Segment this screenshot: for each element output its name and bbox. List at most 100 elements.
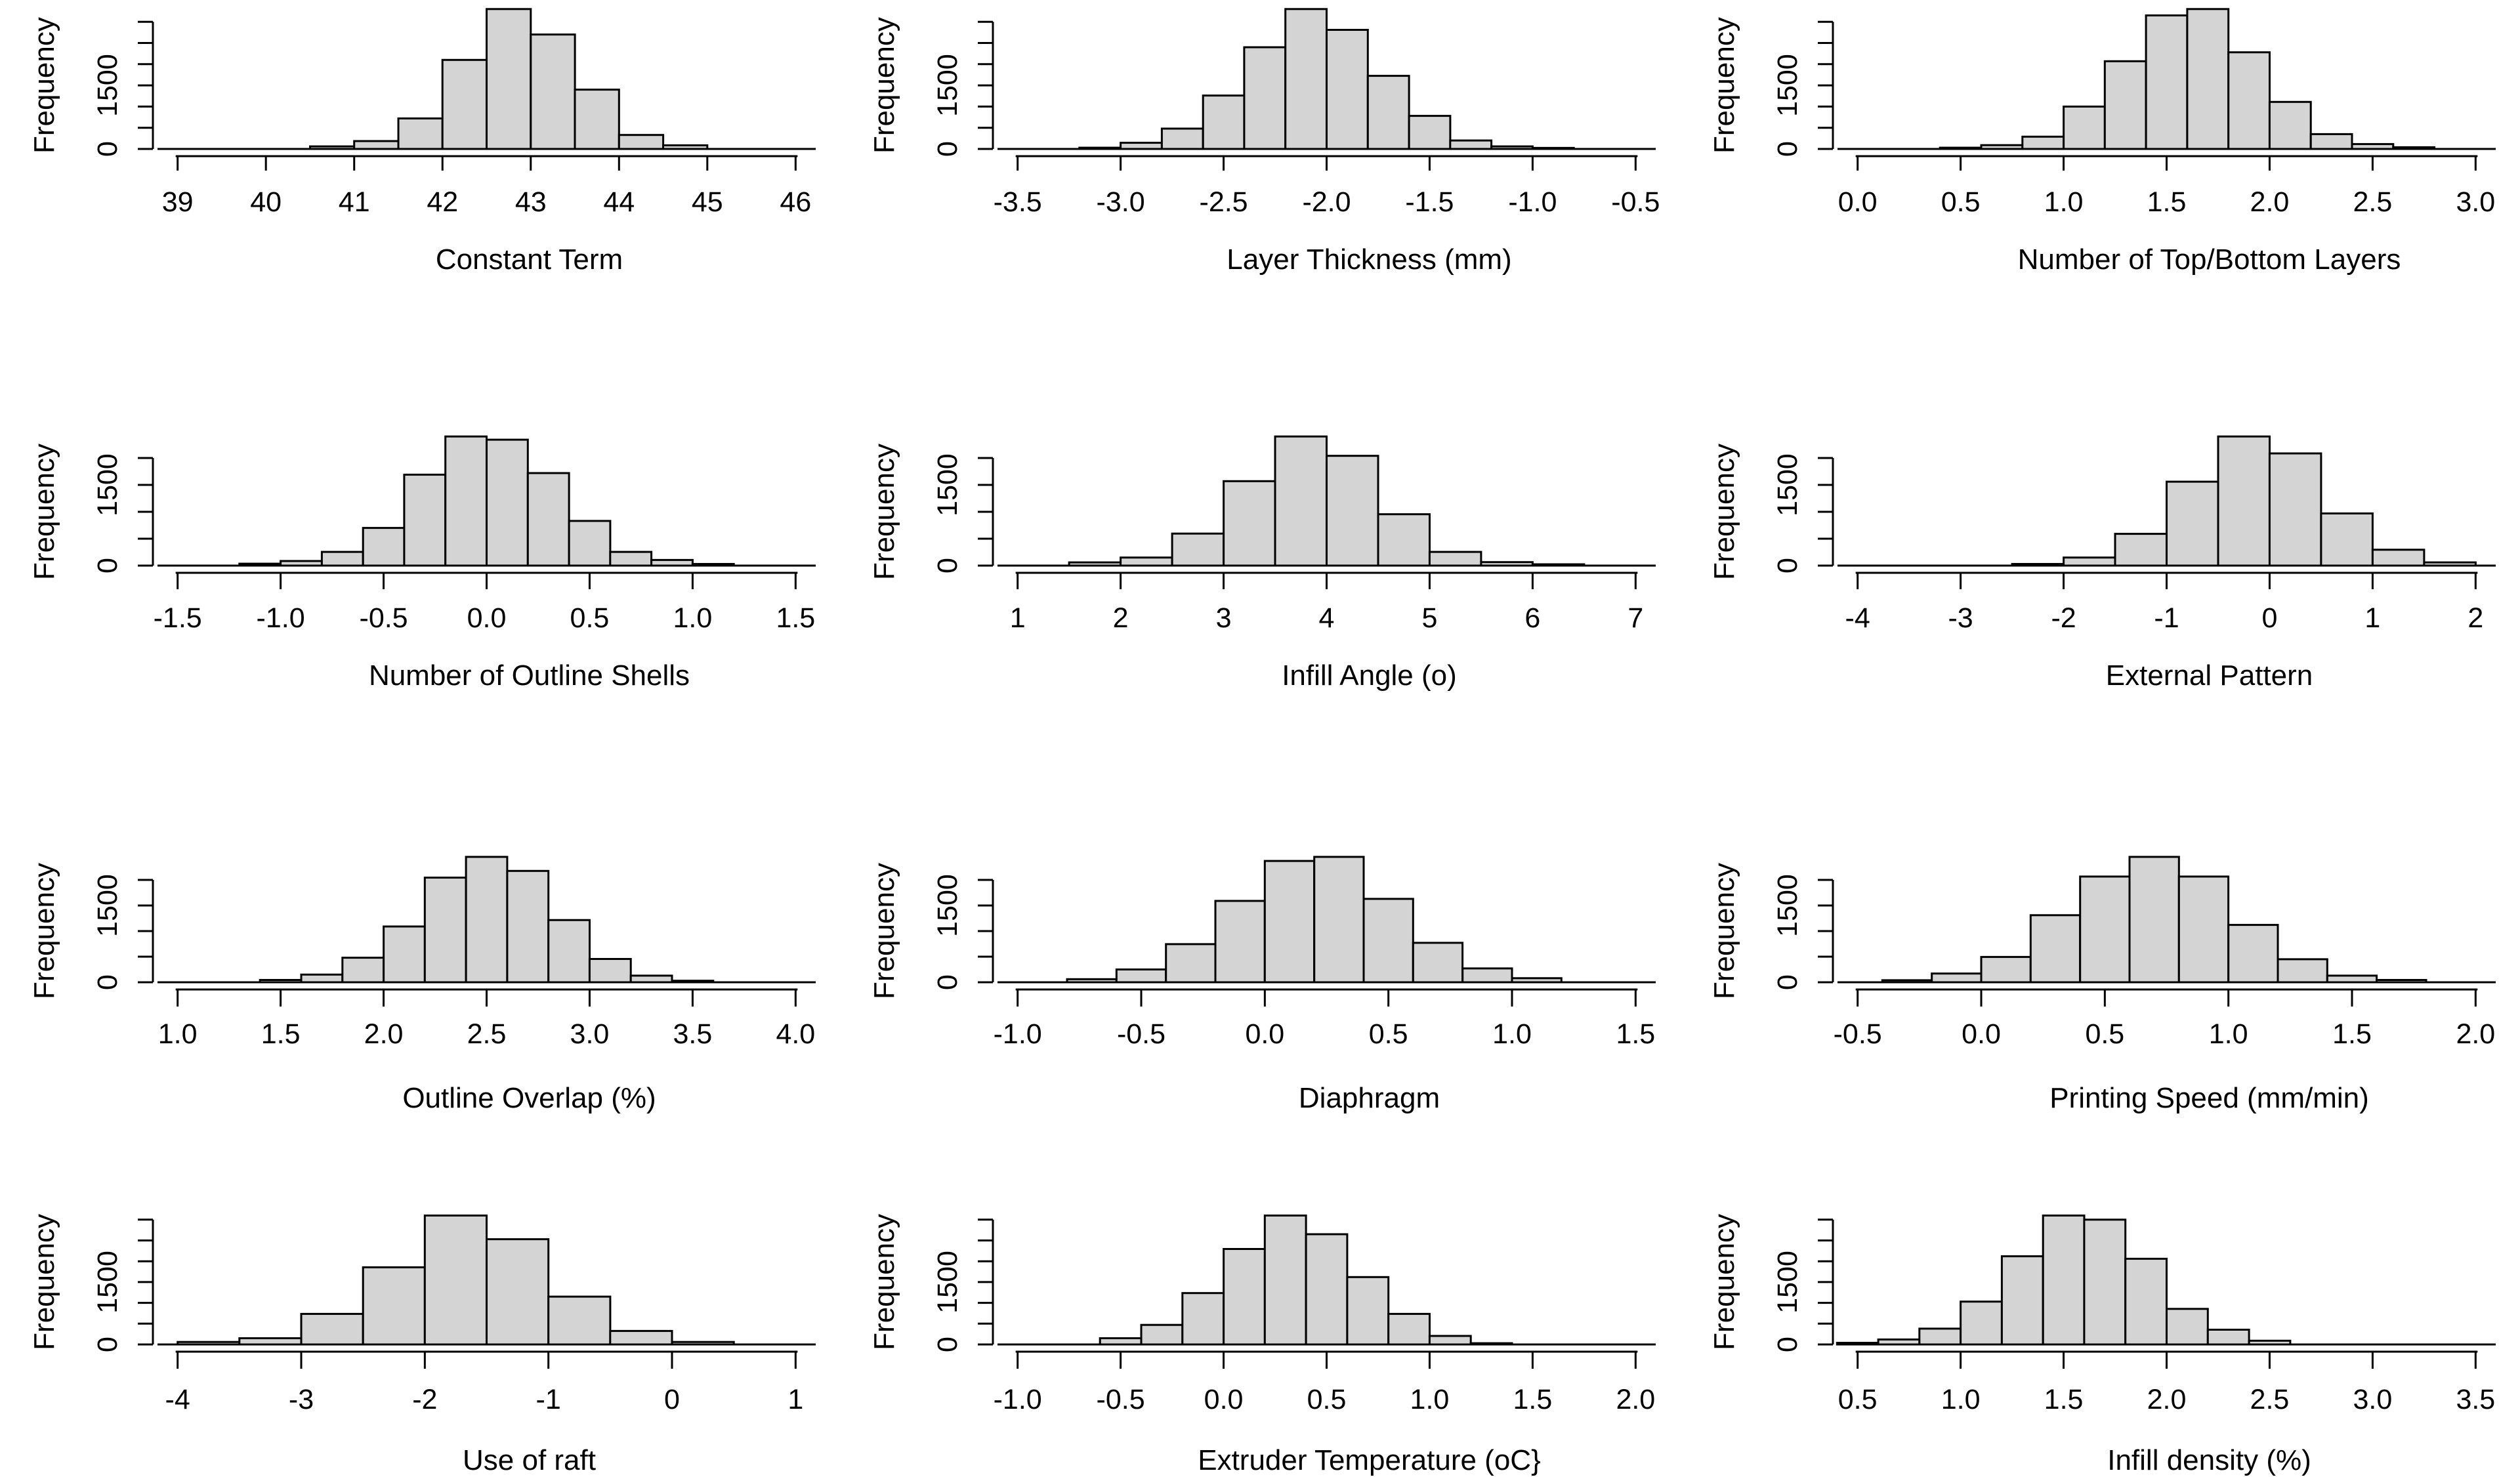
y-tick-label: 0: [92, 558, 123, 573]
y-tick-label: 1500: [932, 874, 963, 937]
x-axis-title: Use of raft: [463, 1444, 596, 1476]
y-tick-label: 0: [932, 141, 963, 157]
y-tick-label: 1500: [92, 453, 123, 516]
bar: [1223, 1248, 1266, 1346]
bar: [403, 473, 447, 567]
y-tick-label: 1500: [92, 54, 123, 117]
bar: [2000, 1255, 2044, 1346]
bar: [1274, 435, 1328, 567]
bar: [1243, 46, 1287, 150]
x-tick-label: 1.5: [2332, 1018, 2372, 1050]
bar: [1449, 139, 1493, 150]
x-tick-label: -3.0: [1097, 186, 1145, 218]
bars: [1099, 1215, 1513, 1346]
histogram-panel-number-of-outline-shells: -1.5 -1.0 -0.5 0.0 0.5 1.0 1.5 Number of Outlin…: [28, 435, 816, 692]
x-tick-label: 46: [780, 186, 811, 218]
x-tick-label: 0.5: [2085, 1018, 2124, 1050]
bar: [1120, 556, 1173, 567]
y-tick-label: 1500: [92, 1251, 123, 1314]
x-tick-label: 6: [1524, 602, 1540, 634]
x-tick-label: -1: [2154, 602, 2179, 634]
bars: [238, 435, 735, 567]
bar: [2186, 8, 2230, 150]
x-tick-label: 0.5: [570, 602, 610, 634]
x-tick-label: 1.0: [1941, 1384, 1981, 1415]
bar: [1428, 1335, 1472, 1346]
bar: [1202, 94, 1246, 150]
bar: [1140, 1323, 1184, 1346]
x-tick-label: 39: [162, 186, 194, 218]
x-axis-title: Outline Overlap (%): [402, 1082, 656, 1114]
x-tick-label: -0.5: [1117, 1018, 1166, 1050]
y-axis-title: Frequency: [1708, 863, 1740, 999]
y-tick-label: 1500: [932, 54, 963, 117]
bar: [383, 925, 426, 984]
bar: [2083, 1218, 2127, 1346]
x-tick-label: 43: [515, 186, 547, 218]
y-axis-title: Frequency: [1708, 17, 1740, 154]
histogram-panel-use-of-raft: -4 -3 -2 -1 0 1 Use of raft 0 1500 Frequency: [28, 1214, 816, 1476]
y-axis-title: Frequency: [1708, 1214, 1740, 1350]
bar: [486, 1238, 550, 1346]
y-axis-title: Frequency: [868, 1214, 900, 1350]
bar: [568, 520, 612, 567]
x-tick-label: 0.0: [1245, 1018, 1284, 1050]
x-tick-label: 1.5: [2044, 1384, 2084, 1415]
bar: [362, 1266, 426, 1346]
bar: [1461, 967, 1513, 984]
y-tick-label: 0: [932, 1337, 963, 1352]
bar: [609, 1329, 673, 1346]
bar: [1214, 900, 1266, 984]
x-tick-label: 0.5: [1941, 186, 1981, 218]
x-tick-label: 2.0: [2250, 186, 2290, 218]
bar: [353, 140, 400, 150]
y-tick-label: 1500: [1772, 874, 1803, 937]
x-tick-label: 0.0: [467, 602, 507, 634]
x-axis-title: Extruder Temperature (oC}: [1198, 1444, 1541, 1476]
x-tick-label: 1.0: [1410, 1384, 1450, 1415]
bar: [1387, 1312, 1431, 1346]
x-tick-label: 1.0: [2209, 1018, 2248, 1050]
bar: [2063, 105, 2106, 150]
histogram-panel-number-of-top-bottom-layers: 0.0 0.5 1.0 1.5 2.0 2.5 3.0 Number of Top/Botto…: [1708, 8, 2496, 276]
x-tick-label: -2: [412, 1384, 437, 1415]
x-tick-label: 2.0: [364, 1018, 404, 1050]
x-tick-label: -2.5: [1200, 186, 1248, 218]
bar: [1377, 513, 1431, 567]
x-tick-label: 3: [1216, 602, 1232, 634]
bar: [486, 8, 532, 150]
x-tick-label: 2: [1113, 602, 1129, 634]
bar: [444, 435, 488, 567]
x-tick-label: 44: [603, 186, 635, 218]
x-tick-label: -4: [1845, 602, 1870, 634]
bar: [574, 89, 620, 150]
bar: [1263, 860, 1316, 984]
bar: [1284, 8, 1328, 150]
y-tick-label: 1500: [1772, 1251, 1803, 1314]
bar: [2227, 51, 2271, 150]
y-tick-label: 1500: [932, 1251, 963, 1314]
x-axis-title: Number of Outline Shells: [369, 659, 690, 692]
bars: [1068, 435, 1586, 567]
x-tick-label: -0.5: [1097, 1384, 1145, 1415]
bar: [341, 957, 385, 984]
bar: [1160, 127, 1204, 150]
x-tick-label: 2.0: [2147, 1384, 2187, 1415]
x-tick-label: -4: [165, 1384, 190, 1415]
x-tick-label: 0.0: [1962, 1018, 2001, 1050]
x-tick-label: 40: [250, 186, 282, 218]
x-tick-label: 4.0: [776, 1018, 815, 1050]
x-tick-label: -0.5: [1611, 186, 1660, 218]
histogram-panel-extruder-temperature-oc: -1.0 -0.5 0.0 0.5 1.0 1.5 2.0 Extruder Temperat…: [868, 1214, 1656, 1476]
x-tick-label: 0.0: [1838, 186, 1878, 218]
x-tick-label: -2: [2051, 602, 2076, 634]
y-tick-label: 0: [92, 974, 123, 990]
x-axis-title: External Pattern: [2106, 659, 2313, 692]
bar: [2320, 512, 2374, 567]
bar: [2114, 533, 2168, 567]
bar: [526, 472, 570, 567]
bar: [2029, 914, 2082, 984]
y-tick-label: 0: [92, 1337, 123, 1352]
y-tick-label: 0: [92, 141, 123, 157]
